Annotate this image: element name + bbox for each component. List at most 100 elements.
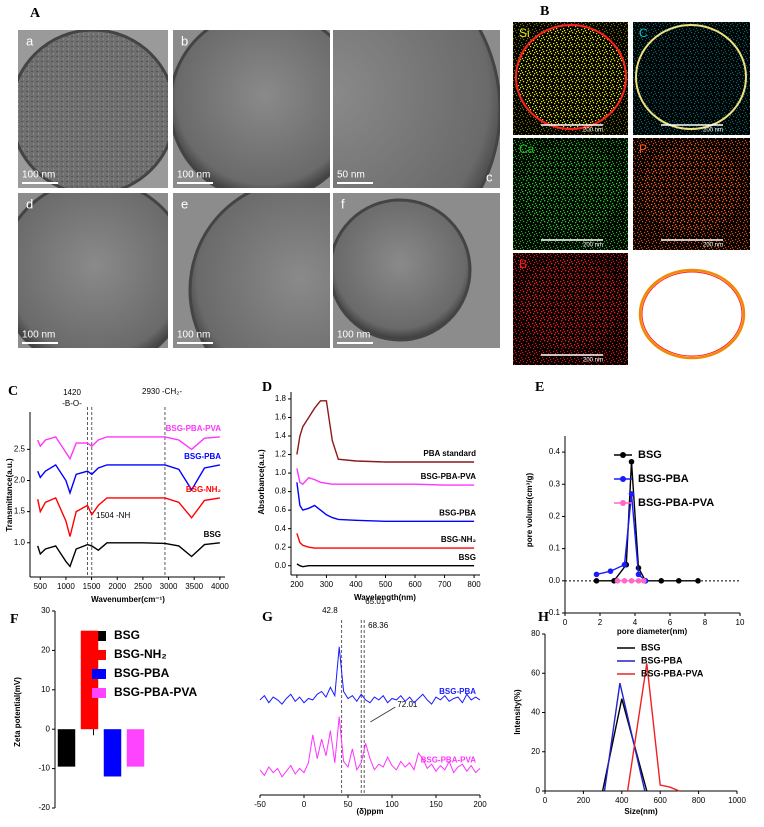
x-tick-label: 10	[736, 618, 745, 627]
x-tick-label: 400	[615, 796, 629, 805]
chart-panel: C 500 1000 1500 2000 2500 3000 3500 4000 1.0 1.5 2.…	[5, 384, 229, 604]
x-axis-label: (δ)ppm	[356, 807, 383, 816]
panel-label: B	[540, 4, 549, 19]
particle-signal	[516, 25, 626, 129]
y-tick-label: 0.0	[549, 576, 561, 585]
element-label: P	[639, 142, 647, 156]
outline	[635, 24, 747, 130]
chart-panel: E 0 2 4 6 8 10 -0.1 0.0 0.1 0.2 0.3 0.4 pore diameter…	[525, 380, 745, 636]
series-line	[259, 716, 481, 778]
series-label: BSG-PBA	[439, 687, 476, 696]
annotation-arrow	[370, 706, 396, 723]
point	[695, 578, 701, 584]
peak-label: 68.36	[368, 621, 389, 630]
element-label: Ca	[519, 142, 535, 156]
particle	[18, 193, 168, 348]
x-tick-label: 2500	[134, 582, 152, 591]
panel-label: F	[10, 612, 19, 627]
x-tick-label: 200	[290, 580, 304, 589]
y-tick-label: 1.2	[275, 450, 287, 459]
legend-label: BSG-PBA	[638, 473, 689, 485]
series-line	[603, 682, 646, 792]
eds-map: P 200 nm	[633, 138, 750, 250]
x-tick-label: 800	[692, 796, 706, 805]
x-tick-label: 150	[429, 800, 443, 809]
x-axis-label: Size(nm)	[624, 807, 658, 816]
x-tick-label: 0	[563, 618, 568, 627]
point	[675, 578, 682, 584]
y-tick-label: 1.6	[275, 413, 287, 422]
x-tick-label: 500	[34, 582, 48, 591]
scale-bar-label: 200 nm	[583, 243, 603, 249]
element-label: Si	[519, 26, 530, 40]
tem-image: c 50 nm	[333, 30, 500, 188]
scale-bar-label: 100 nm	[177, 170, 210, 181]
particle	[18, 30, 168, 188]
y-tick-label: -20	[38, 803, 50, 812]
y-tick-label: 1.8	[275, 394, 287, 403]
particle-signal	[521, 258, 621, 348]
series-label: BSG	[204, 530, 221, 539]
x-tick-label: 3500	[185, 582, 203, 591]
x-tick-label: 400	[349, 580, 363, 589]
series-label: BSG-PBA	[184, 452, 221, 461]
series-label: BSG-NH₂	[186, 485, 222, 494]
point	[593, 571, 600, 578]
x-tick-label: 0	[302, 800, 307, 809]
legend-label: BSG-PBA-PVA	[114, 685, 197, 699]
annotation: -B-O-	[62, 399, 82, 408]
x-tick-label: 2000	[108, 582, 126, 591]
y-tick-label: 0.8	[275, 487, 287, 496]
legend-swatch	[92, 631, 106, 641]
legend-marker	[620, 500, 626, 506]
panel-label: A	[30, 6, 41, 21]
point	[607, 568, 614, 574]
scale-bar-label: 100 nm	[22, 170, 55, 181]
x-tick-label: 0	[543, 796, 548, 805]
scale-bar-label: 100 nm	[22, 330, 55, 341]
x-tick-label: 1500	[83, 582, 101, 591]
bar	[57, 729, 76, 767]
legend-swatch	[92, 688, 106, 698]
x-tick-label: 3000	[160, 582, 178, 591]
point	[628, 458, 635, 465]
tem-image: e 100 nm	[173, 193, 330, 348]
point	[640, 578, 647, 584]
point	[635, 578, 642, 584]
legend-label: BSG-PBA	[114, 666, 170, 680]
point	[658, 578, 665, 584]
bar	[126, 729, 145, 767]
eds-map: C 200 nm	[633, 22, 750, 135]
bar	[103, 729, 122, 777]
x-tick-label: 600	[654, 796, 668, 805]
series-line	[37, 496, 221, 537]
scale-bar-label: 200 nm	[703, 128, 723, 134]
chart-panel: G -50 0 50 100 150 200 (δ)ppm 42.8 65.01 68.36 72.0…	[254, 597, 487, 816]
element-label: C	[639, 26, 648, 40]
scale-bar-label: 50 nm	[337, 170, 365, 181]
legend-label: BSG-PBA	[641, 655, 683, 665]
legend-label: BSG-PBA-PVA	[638, 497, 714, 509]
overlay-outline	[641, 271, 743, 357]
x-tick-label: 200	[473, 800, 487, 809]
scale-bar-label: 200 nm	[583, 128, 603, 134]
tem-image: a 100 nm	[18, 30, 168, 188]
scale-bar-label: 200 nm	[703, 243, 723, 249]
x-tick-label: 200	[577, 796, 591, 805]
legend-marker	[620, 452, 626, 458]
y-tick-label: 30	[41, 606, 50, 615]
particle-signal	[641, 143, 741, 233]
y-tick-label: 0.0	[275, 561, 287, 570]
legend-swatch	[92, 669, 106, 679]
panel-label: C	[8, 384, 18, 399]
x-tick-label: -50	[254, 800, 266, 809]
x-tick-label: 100	[385, 800, 399, 809]
x-tick-label: 50	[344, 800, 353, 809]
y-axis-label: Transmittance(a.u.)	[5, 458, 14, 532]
series-line	[259, 646, 481, 705]
y-tick-label: 80	[531, 629, 540, 638]
series-label: BSG-PBA-PVA	[421, 472, 477, 481]
panel-label: E	[535, 380, 544, 395]
series-line	[37, 542, 220, 568]
